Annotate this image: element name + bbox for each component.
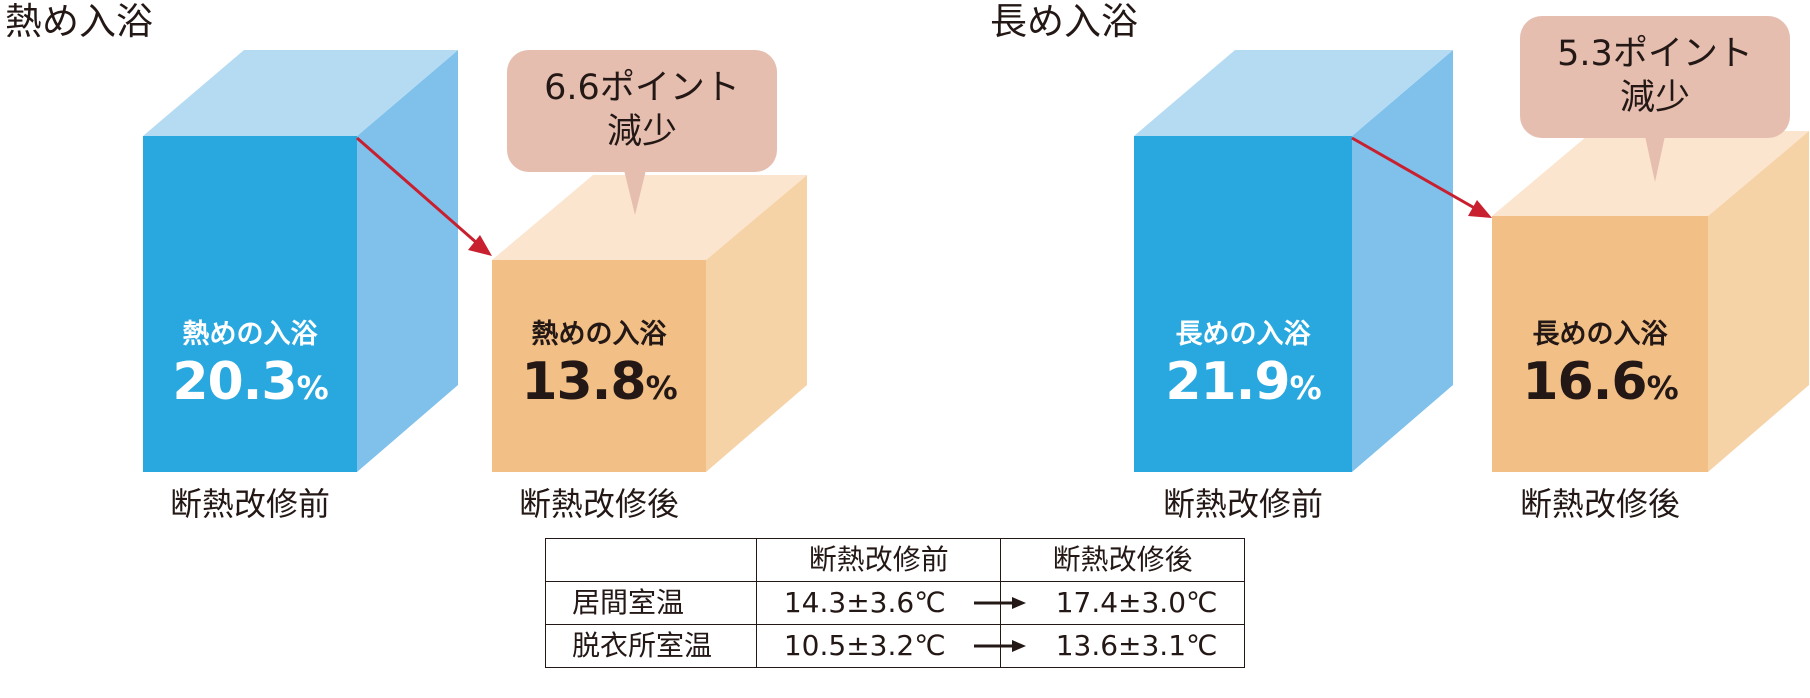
callout-bubble xyxy=(507,50,777,172)
category-label-before: 断熱改修前 xyxy=(169,485,330,523)
chart-panel-hot-bath: 熱め入浴 熱めの入浴 20.3% 熱めの入浴 13.8% 6.6ポイント 減少 … xyxy=(0,0,905,530)
bar-after xyxy=(492,260,706,472)
category-label-after: 断熱改修後 xyxy=(518,485,679,523)
right-arrow-icon xyxy=(974,640,1027,652)
bar-before-top xyxy=(1134,50,1453,136)
bar-value-label: 21.9% xyxy=(1134,352,1352,418)
bar-value-label: 20.3% xyxy=(143,352,357,418)
bar-after-side xyxy=(1708,131,1809,472)
bar-value-number: 21.9 xyxy=(1165,352,1290,412)
table-row: 居間室温 14.3±3.6℃ 17.4±3.0℃ xyxy=(544,581,1245,625)
bar-value-number: 13.8 xyxy=(521,352,646,412)
bar-after-label: 熱めの入浴 13.8% xyxy=(492,318,706,418)
bar-before xyxy=(1134,136,1352,472)
decrease-arrow-head xyxy=(468,235,492,256)
bar-series-label: 長めの入浴 xyxy=(1175,319,1311,350)
bar-value-unit: % xyxy=(1289,369,1322,407)
callout-bubble xyxy=(1520,16,1790,138)
bar-value-number: 16.6 xyxy=(1522,352,1647,412)
bar-series-label: 熱めの入浴 xyxy=(182,319,318,350)
bar-value-unit: % xyxy=(645,369,678,407)
bar-series-label: 長めの入浴 xyxy=(1532,319,1668,350)
table-cell-after: 13.6±3.1℃ xyxy=(1000,624,1245,668)
table-header-before: 断熱改修前 xyxy=(756,538,1002,582)
bar-before-label: 熱めの入浴 20.3% xyxy=(143,318,357,418)
bar-after xyxy=(1492,216,1708,472)
table-row: 脱衣所室温 10.5±3.2℃ 13.6±3.1℃ xyxy=(544,624,1245,668)
bar-after-label: 長めの入浴 16.6% xyxy=(1492,318,1708,418)
decrease-arrow xyxy=(1351,136,1479,212)
table-cell-before: 14.3±3.6℃ xyxy=(756,581,1027,625)
bar-value-unit: % xyxy=(1646,369,1679,407)
bar-before-side xyxy=(357,50,458,472)
chart-svg xyxy=(1134,16,1809,472)
decrease-arrow xyxy=(356,136,479,246)
table-cell-after: 17.4±3.0℃ xyxy=(1000,581,1245,625)
bar-after-top xyxy=(492,175,807,260)
category-label-before: 断熱改修前 xyxy=(1162,485,1323,523)
temp-before-value: 14.3±3.6℃ xyxy=(783,586,946,619)
callout-line2: 減少 xyxy=(606,112,677,152)
decrease-arrow-head xyxy=(1468,200,1492,218)
bar-before-label: 長めの入浴 21.9% xyxy=(1134,318,1352,418)
callout-pointer xyxy=(624,170,646,215)
callout-text: 6.6ポイント 減少 xyxy=(507,66,777,154)
table-header-empty xyxy=(544,538,758,582)
chart-panel-long-bath: 長め入浴 長めの入浴 21.9% 長めの入浴 16.6% 5.3ポイント 減少 … xyxy=(990,0,1810,530)
table-row-label: 脱衣所室温 xyxy=(544,624,758,668)
callout-line2: 減少 xyxy=(1619,78,1690,118)
bar-after-side xyxy=(706,175,807,472)
bar-before xyxy=(143,136,357,472)
chart-svg xyxy=(143,50,807,472)
bar-value-unit: % xyxy=(296,369,329,407)
bar-value-number: 20.3 xyxy=(172,352,297,412)
chart-title: 長め入浴 xyxy=(990,0,1138,43)
bar-after-top xyxy=(1492,131,1809,216)
table-header-after: 断熱改修後 xyxy=(1000,538,1245,582)
bar-before-top xyxy=(143,50,458,136)
table-row-label: 居間室温 xyxy=(544,581,758,625)
bar-value-label: 13.8% xyxy=(492,352,706,418)
callout-text: 5.3ポイント 減少 xyxy=(1520,32,1790,120)
temp-before-value: 10.5±3.2℃ xyxy=(783,629,946,662)
category-label-after: 断熱改修後 xyxy=(1519,485,1680,523)
right-arrow-icon xyxy=(974,597,1027,609)
bar-before-side xyxy=(1352,50,1453,472)
table-cell-before: 10.5±3.2℃ xyxy=(756,624,1027,668)
bar-value-label: 16.6% xyxy=(1492,352,1708,418)
table-header-row: 断熱改修前 断熱改修後 xyxy=(544,538,1245,582)
callout-pointer xyxy=(1645,136,1665,182)
bar-series-label: 熱めの入浴 xyxy=(531,319,667,350)
chart-title: 熱め入浴 xyxy=(5,0,153,43)
callout-line1: 5.3ポイント xyxy=(1557,34,1753,74)
temperature-table: 断熱改修前 断熱改修後 居間室温 14.3±3.6℃ 17.4±3.0℃ 脱衣所… xyxy=(544,538,1245,668)
callout-line1: 6.6ポイント xyxy=(544,68,740,108)
